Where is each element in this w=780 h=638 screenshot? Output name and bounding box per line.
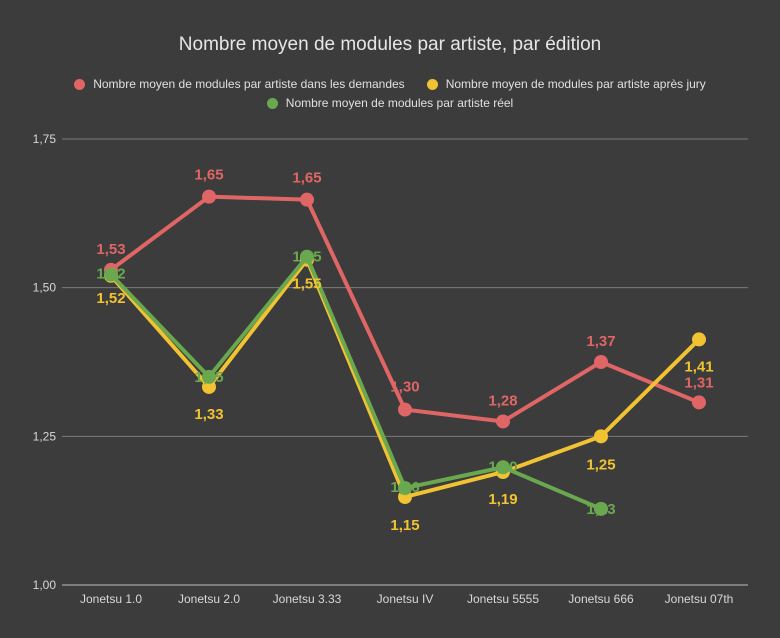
data-label: 1,19 <box>488 491 517 508</box>
data-label: 1,52 <box>96 290 125 307</box>
data-label: 1,52 <box>96 266 125 283</box>
data-point <box>398 481 412 496</box>
data-label: 1,16 <box>390 479 419 496</box>
data-point <box>692 395 706 410</box>
y-tick-label: 1,25 <box>33 429 57 443</box>
data-label: 1,55 <box>292 249 321 266</box>
data-label: 1,28 <box>488 392 517 409</box>
legend-swatch-apres-jury <box>426 78 438 90</box>
x-tick-label: Jonetsu IV <box>377 592 434 606</box>
series-line <box>109 254 603 511</box>
data-label: 1,53 <box>96 241 125 258</box>
data-point <box>594 501 608 516</box>
x-tick-label: Jonetsu 2.0 <box>178 592 240 606</box>
legend-swatch-reel <box>266 97 278 109</box>
data-point <box>692 332 706 347</box>
data-point <box>202 379 216 394</box>
y-tick-label: 1,00 <box>33 578 57 592</box>
data-label: 1,15 <box>390 517 419 534</box>
legend-item-apres-jury[interactable]: Nombre moyen de modules par artiste aprè… <box>426 77 706 91</box>
legend-row-2: Nombre moyen de modules par artiste réel <box>0 96 780 110</box>
data-label: 1,20 <box>488 458 517 475</box>
legend-swatch-demandes <box>74 78 86 90</box>
legend-label-reel: Nombre moyen de modules par artiste réel <box>285 96 514 110</box>
data-point <box>496 414 510 429</box>
x-tick-label: Jonetsu 666 <box>568 592 634 606</box>
data-point <box>202 189 216 204</box>
data-point <box>594 429 608 444</box>
data-point <box>594 355 608 369</box>
data-label: 1,35 <box>194 369 223 386</box>
x-tick-label: Jonetsu 07th <box>665 592 734 606</box>
data-label: 1,37 <box>586 333 615 350</box>
data-point <box>202 369 216 384</box>
data-label: 1,25 <box>586 456 615 473</box>
x-tick-label: Jonetsu 1.0 <box>80 592 142 606</box>
data-point <box>496 460 510 475</box>
data-label: 1,55 <box>292 276 321 293</box>
data-label: 1,30 <box>390 379 419 396</box>
data-point <box>300 192 314 207</box>
data-label: 1,33 <box>194 406 223 423</box>
data-label: 1,65 <box>292 170 321 187</box>
data-label: 1,13 <box>586 501 615 518</box>
legend-row-1: Nombre moyen de modules par artiste dans… <box>0 77 780 91</box>
legend-item-reel[interactable]: Nombre moyen de modules par artiste réel <box>266 96 514 110</box>
y-tick-label: 1,50 <box>33 281 57 295</box>
data-point <box>104 267 118 282</box>
data-label: 1,41 <box>684 358 713 375</box>
x-tick-label: Jonetsu 3.33 <box>273 592 342 606</box>
data-label: 1,65 <box>194 167 223 184</box>
data-label: 1,31 <box>684 374 713 391</box>
x-tick-label: Jonetsu 5555 <box>467 592 539 606</box>
chart-title: Nombre moyen de modules par artiste, par… <box>178 34 602 55</box>
data-point <box>398 402 412 417</box>
data-point <box>300 249 314 264</box>
y-tick-label: 1,75 <box>33 132 57 146</box>
legend-label-demandes: Nombre moyen de modules par artiste dans… <box>93 77 405 91</box>
legend-item-demandes[interactable]: Nombre moyen de modules par artiste dans… <box>74 77 405 91</box>
legend-label-apres-jury: Nombre moyen de modules par artiste aprè… <box>445 77 706 91</box>
